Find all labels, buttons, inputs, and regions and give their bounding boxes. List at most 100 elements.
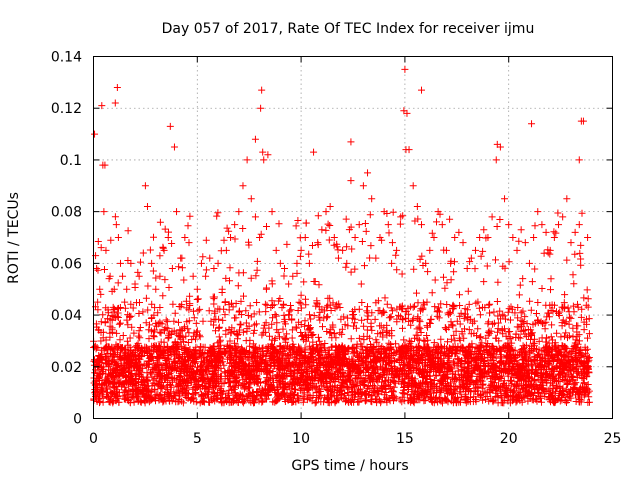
roti-point: [231, 221, 239, 229]
roti-point: [112, 221, 120, 229]
roti-point: [542, 228, 550, 236]
roti-point: [272, 246, 280, 254]
roti-point: [119, 272, 127, 280]
y-tick-label: 0.08: [51, 205, 82, 221]
roti-point: [110, 285, 118, 293]
roti-point: [397, 213, 405, 221]
roti-point: [501, 195, 509, 203]
roti-point: [451, 234, 459, 241]
roti-point: [173, 208, 181, 216]
roti-point: [111, 99, 119, 107]
roti-point: [276, 259, 284, 267]
roti-point: [113, 84, 121, 92]
roti-point: [343, 259, 351, 267]
x-tick-labels: 0 5 10 15 20 25: [89, 431, 621, 447]
roti-point: [121, 298, 129, 306]
roti-point: [123, 285, 131, 293]
roti-point: [364, 169, 372, 177]
roti-point: [550, 234, 558, 241]
y-tick-label: 0.12: [51, 101, 82, 117]
roti-point: [409, 182, 417, 190]
roti-point: [297, 246, 305, 254]
roti-point: [525, 259, 533, 267]
roti-point: [170, 143, 178, 151]
roti-point: [96, 285, 104, 293]
roti-point: [471, 246, 479, 254]
roti-point: [285, 280, 293, 288]
roti-point: [280, 265, 288, 273]
roti-point: [218, 285, 226, 293]
roti-point: [104, 306, 112, 314]
roti-point: [152, 285, 160, 293]
plot-frame: [93, 56, 613, 419]
roti-point: [93, 265, 101, 273]
roti-point: [164, 234, 172, 241]
roti-point: [384, 221, 392, 229]
roti-point: [575, 221, 583, 229]
roti-point: [148, 259, 156, 267]
roti-point: [143, 202, 151, 210]
roti-point: [256, 234, 264, 241]
roti-point: [571, 228, 579, 236]
roti-point: [251, 213, 259, 221]
roti-point: [438, 221, 446, 229]
roti-point: [492, 156, 500, 164]
roti-point: [528, 120, 536, 128]
roti-point: [243, 156, 251, 164]
roti-point: [168, 265, 176, 273]
y-tick-label: 0.04: [51, 308, 82, 324]
roti-point: [318, 226, 326, 234]
roti-point: [202, 272, 210, 280]
roti-point: [401, 65, 409, 73]
roti-point: [98, 102, 106, 110]
roti-point: [447, 259, 455, 267]
roti-point: [351, 234, 359, 241]
roti-point: [206, 254, 214, 262]
x-tick-label: 5: [193, 431, 202, 447]
roti-point: [463, 265, 471, 273]
roti-point: [116, 259, 124, 267]
roti-point: [102, 246, 110, 254]
roti-point: [422, 259, 430, 267]
x-tick-label: 0: [89, 431, 98, 447]
roti-point: [368, 195, 376, 203]
roti-point: [247, 195, 255, 203]
dense-band-layer: [90, 208, 593, 407]
roti-point: [289, 272, 297, 280]
roti-point: [476, 234, 484, 241]
x-tick-label: 20: [500, 431, 518, 447]
roti-point: [257, 104, 265, 112]
roti-point: [400, 107, 408, 115]
roti-point: [222, 246, 230, 254]
roti-point: [100, 208, 108, 216]
roti-point: [214, 259, 222, 267]
roti-point: [484, 234, 492, 241]
roti-point: [402, 146, 410, 154]
roti-point: [197, 259, 205, 267]
roti-point: [442, 246, 450, 254]
roti-point: [513, 246, 521, 254]
roti-point: [177, 254, 185, 262]
x-tick-label: 10: [292, 431, 310, 447]
roti-point: [555, 221, 563, 229]
x-axis-label: GPS time / hours: [291, 458, 408, 474]
roti-point: [538, 221, 546, 229]
roti-point: [534, 208, 542, 216]
roti-point: [210, 265, 218, 273]
roti-point: [185, 239, 193, 247]
roti-point: [268, 208, 276, 216]
roti-point: [94, 298, 102, 306]
roti-point: [114, 234, 122, 241]
roti-point: [293, 259, 301, 267]
roti-point: [264, 151, 272, 159]
roti-point: [372, 254, 380, 262]
roti-point: [156, 272, 164, 280]
roti-point: [301, 234, 309, 241]
roti-point: [559, 213, 567, 221]
roti-point: [193, 285, 201, 293]
roti-point: [227, 234, 235, 241]
roti-point: [563, 195, 571, 203]
roti-point: [347, 138, 355, 146]
roti-point: [355, 221, 363, 229]
